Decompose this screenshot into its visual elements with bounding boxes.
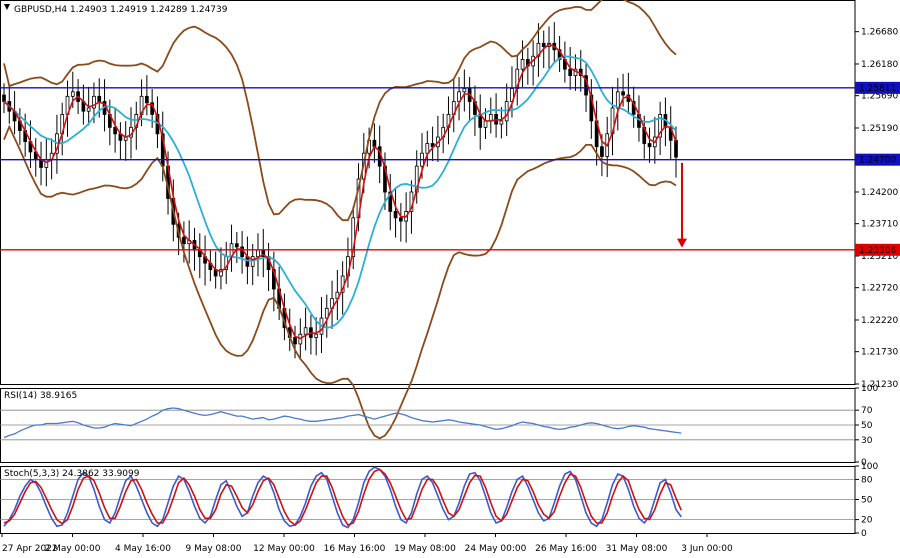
candle-body [674, 139, 678, 158]
candle-body [182, 236, 186, 245]
candle-body [97, 95, 102, 102]
level-price-tag [855, 153, 900, 166]
chart-menu-icon [4, 4, 10, 10]
candle-body [219, 269, 223, 277]
candle-body [256, 249, 260, 258]
price-tick-label: 1.22720 [861, 284, 898, 294]
candle-body [250, 256, 255, 267]
price-tick-label: 1.23210 [861, 252, 898, 262]
instrument-header: GBPUSD,H4 1.24903 1.24919 1.24289 1.2473… [14, 5, 228, 15]
candle-body [647, 143, 652, 148]
bollinger-upper [3, 0, 677, 222]
level-price-label: 1.23306 [859, 246, 896, 256]
level-price-tag [855, 81, 900, 94]
candle-body [303, 327, 308, 335]
time-tick-label: 3 Jun 00:00 [681, 544, 733, 554]
candle-body [541, 42, 546, 47]
price-tick-label: 1.26680 [861, 28, 898, 38]
candle-body [70, 91, 75, 97]
rsi-label: RSI(14) 38.9165 [4, 391, 77, 401]
price-tick-label: 1.24200 [861, 188, 898, 198]
rsi-tick-label: 70 [861, 406, 873, 416]
candle-body [44, 159, 49, 168]
price-tick-label: 1.26180 [861, 60, 898, 70]
time-tick-label: 31 May 08:00 [606, 544, 668, 554]
candle-body [568, 68, 573, 77]
price-tick-label: 1.23710 [861, 220, 898, 230]
time-tick-label: 12 May 00:00 [253, 544, 315, 554]
stochastic-tick-label: 50 [861, 496, 873, 506]
rsi-tick-label: 50 [861, 421, 873, 431]
rsi-tick-label: 100 [861, 384, 878, 394]
candle-body [324, 307, 329, 319]
candle-body [399, 217, 403, 222]
level-price-tag [855, 243, 900, 256]
stochastic-tick-label: 20 [861, 516, 873, 526]
stochastic-label: Stoch(5,3,3) 24.3862 33.9099 [4, 469, 140, 479]
rsi-panel [0, 388, 856, 463]
price-tick-label: 1.21730 [861, 348, 898, 358]
price-panel [0, 0, 856, 385]
candle-body [145, 95, 149, 104]
stochastic-tick-label: 80 [861, 475, 873, 485]
price-tick-label: 1.25690 [861, 92, 898, 102]
candle-body [314, 333, 319, 338]
stochastic-d-line [3, 468, 683, 527]
time-tick-label: 4 May 16:00 [115, 544, 171, 554]
candle-body [393, 210, 398, 219]
price-tick-label: 1.21230 [861, 380, 898, 390]
time-tick-label: 27 Apr 2022 [2, 544, 58, 554]
candle-body [520, 59, 525, 70]
forecast-arrow-head [677, 238, 687, 248]
candle-body [2, 94, 6, 102]
candle-body [600, 146, 604, 157]
stochastic-tick-label: 100 [861, 462, 878, 472]
time-tick-label: 24 May 00:00 [465, 544, 527, 554]
rsi-line [3, 407, 682, 439]
bollinger-lower [3, 124, 677, 440]
rsi-tick-label: 0 [861, 458, 867, 468]
candle-body [293, 337, 297, 345]
level-price-label: 1.25811 [859, 84, 896, 94]
rsi-tick-label: 30 [861, 436, 873, 446]
time-tick-label: 26 May 16:00 [535, 544, 597, 554]
candle-body [499, 120, 504, 125]
candle-body [658, 114, 662, 138]
candle-body [462, 88, 467, 93]
price-tick-label: 1.22220 [861, 316, 898, 326]
time-tick-label: 2 May 00:00 [45, 544, 101, 554]
candle-body [615, 91, 620, 109]
candle-body [234, 243, 239, 248]
time-tick-label: 16 May 16:00 [324, 544, 386, 554]
candle-body [425, 143, 430, 154]
time-tick-label: 9 May 08:00 [186, 544, 242, 554]
price-tick-label: 1.25190 [861, 124, 898, 134]
stochastic-tick-label: 0 [861, 529, 867, 539]
candle-body [86, 107, 91, 112]
level-price-label: 1.24700 [859, 156, 896, 166]
stochastic-k-line [3, 466, 682, 529]
candle-body [92, 95, 96, 109]
candle-body [483, 120, 488, 128]
moving-average-slow [3, 55, 677, 329]
moving-average-fast [3, 43, 677, 340]
candle-body [621, 91, 625, 96]
candle-body [113, 126, 117, 135]
time-tick-label: 19 May 08:00 [394, 544, 456, 554]
